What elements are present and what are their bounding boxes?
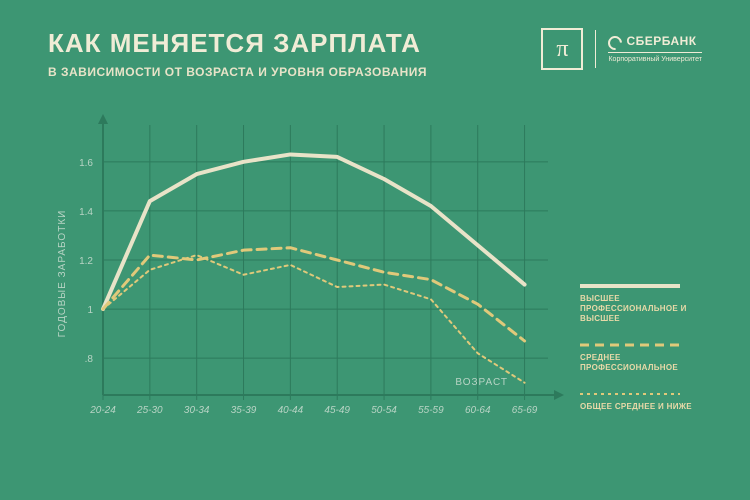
header: КАК МЕНЯЕТСЯ ЗАРПЛАТА В ЗАВИСИМОСТИ ОТ В… (48, 28, 702, 79)
svg-text:1.4: 1.4 (79, 207, 93, 218)
svg-text:20-24: 20-24 (89, 405, 116, 416)
title-block: КАК МЕНЯЕТСЯ ЗАРПЛАТА В ЗАВИСИМОСТИ ОТ В… (48, 28, 427, 79)
legend-item-secondary: СРЕДНЕЕ ПРОФЕССИОНАЛЬНОЕ (580, 343, 720, 374)
logo-group: π СБЕРБАНК Корпоративный Университет (541, 28, 702, 70)
svg-text:25-30: 25-30 (136, 405, 163, 416)
legend-line-dotted-icon (580, 392, 680, 396)
svg-text:ВОЗРАСТ: ВОЗРАСТ (455, 377, 508, 388)
svg-text:ГОДОВЫЕ ЗАРАБОТКИ: ГОДОВЫЕ ЗАРАБОТКИ (57, 210, 68, 338)
svg-text:65-69: 65-69 (512, 405, 538, 416)
legend-item-general: ОБЩЕЕ СРЕДНЕЕ И НИЖЕ (580, 392, 720, 412)
legend: ВЫСШЕЕ ПРОФЕССИОНАЛЬНОЕ И ВЫСШЕЕ СРЕДНЕЕ… (580, 284, 720, 430)
svg-text:60-64: 60-64 (465, 405, 491, 416)
legend-label: ОБЩЕЕ СРЕДНЕЕ И НИЖЕ (580, 402, 720, 412)
svg-text:1.6: 1.6 (79, 158, 93, 169)
chart-area: .8 1 1.2 1.4 1.6 20-24 25-30 30-34 35-39 40-44 45-… (48, 110, 568, 450)
svg-text:.8: .8 (85, 354, 94, 365)
sber-circle-icon (606, 33, 626, 53)
page-subtitle: В ЗАВИСИМОСТИ ОТ ВОЗРАСТА И УРОВНЯ ОБРАЗ… (48, 65, 427, 79)
pi-logo-icon: π (541, 28, 583, 70)
legend-label: СРЕДНЕЕ ПРОФЕССИОНАЛЬНОЕ (580, 353, 720, 374)
sber-brand: СБЕРБАНК (626, 34, 696, 48)
svg-text:1: 1 (87, 305, 93, 316)
svg-text:1.2: 1.2 (79, 256, 93, 267)
legend-item-higher: ВЫСШЕЕ ПРОФЕССИОНАЛЬНОЕ И ВЫСШЕЕ (580, 284, 720, 325)
svg-text:45-49: 45-49 (324, 405, 350, 416)
svg-text:55-59: 55-59 (418, 405, 444, 416)
svg-text:50-54: 50-54 (371, 405, 397, 416)
page-title: КАК МЕНЯЕТСЯ ЗАРПЛАТА (48, 28, 427, 59)
sberbank-logo: СБЕРБАНК Корпоративный Университет (608, 34, 702, 64)
logo-divider (595, 30, 596, 68)
legend-label: ВЫСШЕЕ ПРОФЕССИОНАЛЬНОЕ И ВЫСШЕЕ (580, 294, 720, 325)
legend-line-dashed-icon (580, 343, 680, 347)
legend-line-solid-icon (580, 284, 680, 288)
svg-text:40-44: 40-44 (278, 405, 304, 416)
svg-text:35-39: 35-39 (231, 405, 257, 416)
sber-subtext: Корпоративный Университет (608, 52, 702, 64)
svg-text:30-34: 30-34 (184, 405, 210, 416)
salary-chart: .8 1 1.2 1.4 1.6 20-24 25-30 30-34 35-39 40-44 45-… (48, 110, 568, 450)
